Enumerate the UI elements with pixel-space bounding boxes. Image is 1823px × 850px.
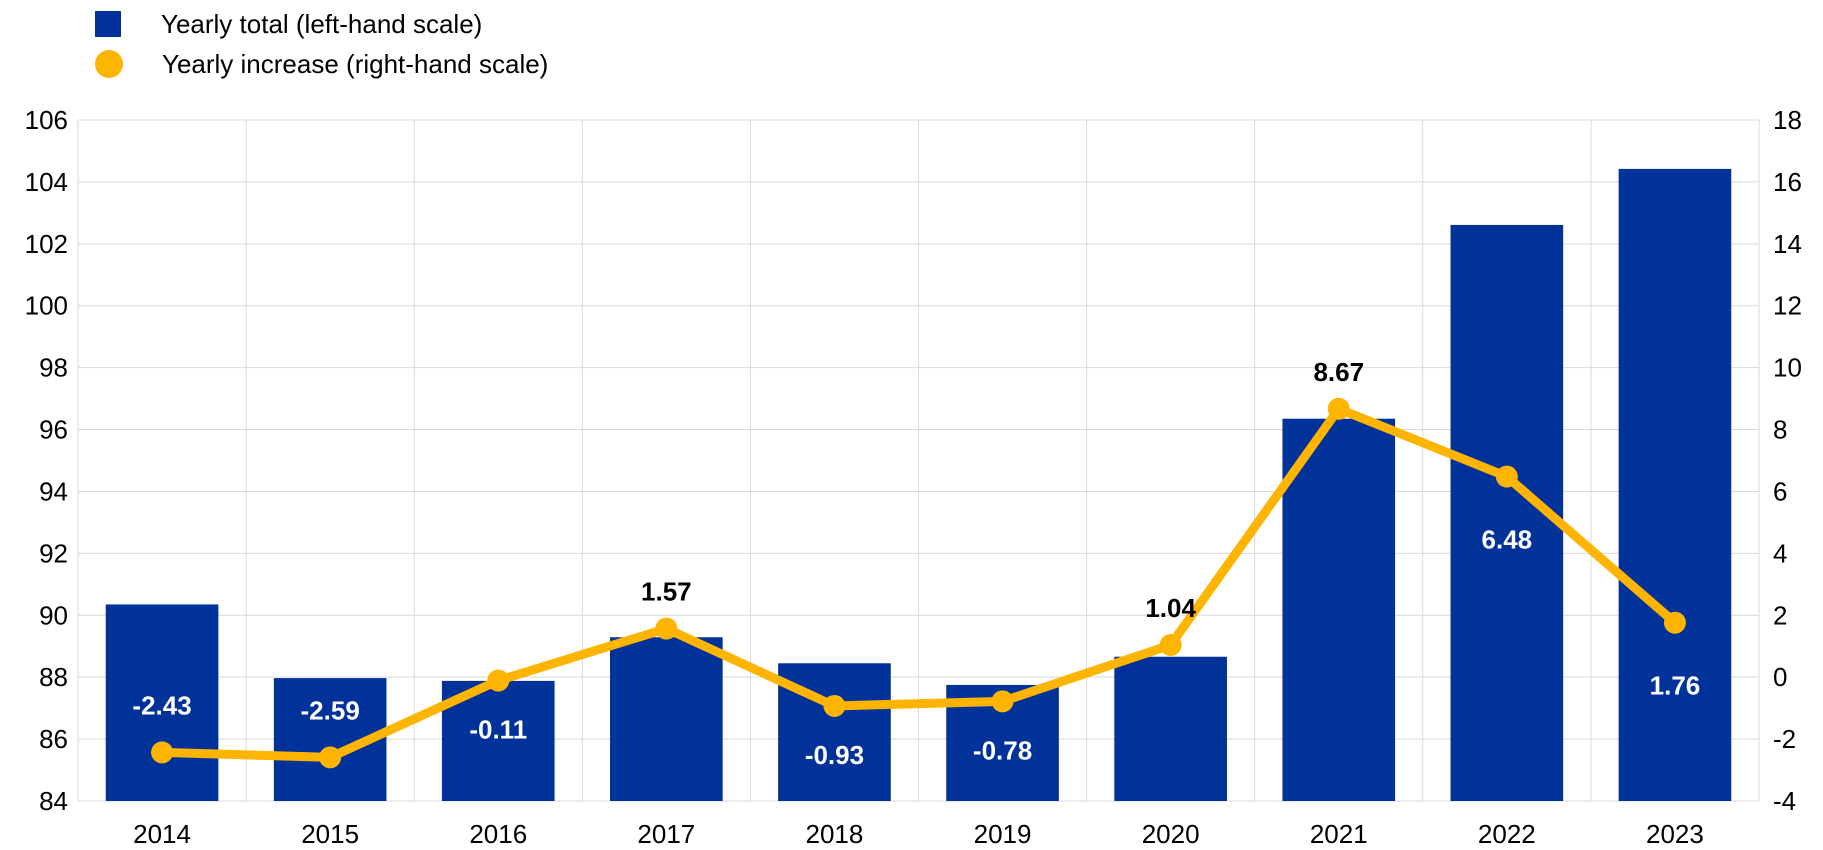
bar (610, 637, 723, 801)
left-axis-tick-label: 106 (25, 105, 68, 135)
right-axis-tick-label: 16 (1773, 167, 1802, 197)
left-axis-tick-label: 88 (39, 662, 68, 692)
bar (105, 604, 219, 801)
data-label: 8.67 (1313, 357, 1364, 387)
data-label: -2.59 (301, 695, 360, 725)
right-axis-tick-label: 10 (1773, 353, 1802, 383)
right-axis-tick-label: 4 (1773, 538, 1787, 568)
line-point (487, 669, 510, 692)
data-label: 6.48 (1482, 525, 1533, 555)
line-point (151, 741, 174, 764)
left-axis-tick-label: 92 (39, 538, 68, 568)
right-axis-tick-label: 18 (1773, 105, 1802, 135)
bar (1114, 656, 1227, 801)
data-labels: -2.43 -2.59 -0.11 1.57 -0.93 -0.78 1.04 8.67 6.4… (132, 357, 1700, 770)
line-point (319, 746, 342, 769)
right-axis-tick-label: 0 (1773, 662, 1787, 692)
legend-swatch-bar (95, 11, 121, 37)
line-series (151, 397, 1686, 769)
right-axis-tick-label: 8 (1773, 415, 1787, 445)
right-axis-tick-label: 14 (1773, 229, 1802, 259)
x-axis-tick-label: 2019 (974, 819, 1032, 849)
data-label: 1.57 (641, 577, 692, 607)
x-axis-tick-label: 2021 (1310, 819, 1368, 849)
x-axis-tick-label: 2016 (469, 819, 527, 849)
x-axis-tick-label: 2017 (637, 819, 695, 849)
right-axis-tick-label: 12 (1773, 291, 1802, 321)
left-axis-tick-label: 100 (25, 291, 68, 321)
left-axis-tick-label: 96 (39, 415, 68, 445)
legend-label-yearly-increase: Yearly increase (right-hand scale) (162, 48, 549, 79)
x-axis-tick-label: 2020 (1142, 819, 1200, 849)
right-axis-tick-label: 6 (1773, 476, 1787, 506)
line-point (1495, 465, 1518, 488)
line-point (1327, 397, 1350, 420)
legend-swatch-line (95, 50, 123, 78)
bar-series (105, 168, 1732, 801)
legend-label-yearly-total: Yearly total (left-hand scale) (161, 8, 483, 39)
bar (1282, 418, 1396, 801)
left-axis-tick-label: 94 (39, 476, 68, 506)
legend-item-yearly-total: Yearly total (left-hand scale) (95, 4, 548, 44)
bar (1618, 168, 1732, 801)
line-point (823, 694, 846, 717)
left-axis-tick-label: 84 (39, 786, 68, 816)
legend: Yearly total (left-hand scale) Yearly in… (95, 4, 548, 84)
x-axis-tick-label: 2023 (1646, 819, 1704, 849)
x-axis-tick-label: 2018 (806, 819, 864, 849)
left-axis-tick-label: 90 (39, 600, 68, 630)
line-point (1159, 633, 1182, 656)
right-axis-tick-label: -2 (1773, 724, 1796, 754)
x-axis-tick-label: 2015 (301, 819, 359, 849)
line-point (991, 690, 1014, 713)
left-axis-tick-label: 104 (25, 167, 68, 197)
right-axis-tick-label: 2 (1773, 600, 1787, 630)
axes: 84 86 88 90 92 94 96 98 100 102 104 106 -4 -2 0 2 4 6 8 10 1… (25, 105, 1802, 849)
data-label: -0.78 (973, 735, 1032, 765)
data-label: -2.43 (132, 690, 191, 720)
line-point (1663, 611, 1686, 634)
left-axis-tick-label: 98 (39, 353, 68, 383)
right-axis-tick-label: -4 (1773, 786, 1796, 816)
data-label: -0.93 (805, 740, 864, 770)
legend-item-yearly-increase: Yearly increase (right-hand scale) (95, 44, 548, 84)
x-axis-tick-label: 2014 (133, 819, 191, 849)
series-line (157, 404, 1680, 762)
data-label: -0.11 (469, 715, 527, 745)
data-label: 1.04 (1145, 593, 1196, 623)
line-point (655, 617, 678, 640)
x-axis-tick-label: 2022 (1478, 819, 1536, 849)
left-axis-tick-label: 86 (39, 724, 68, 754)
left-axis-tick-label: 102 (25, 229, 68, 259)
data-label: 1.76 (1650, 671, 1701, 701)
